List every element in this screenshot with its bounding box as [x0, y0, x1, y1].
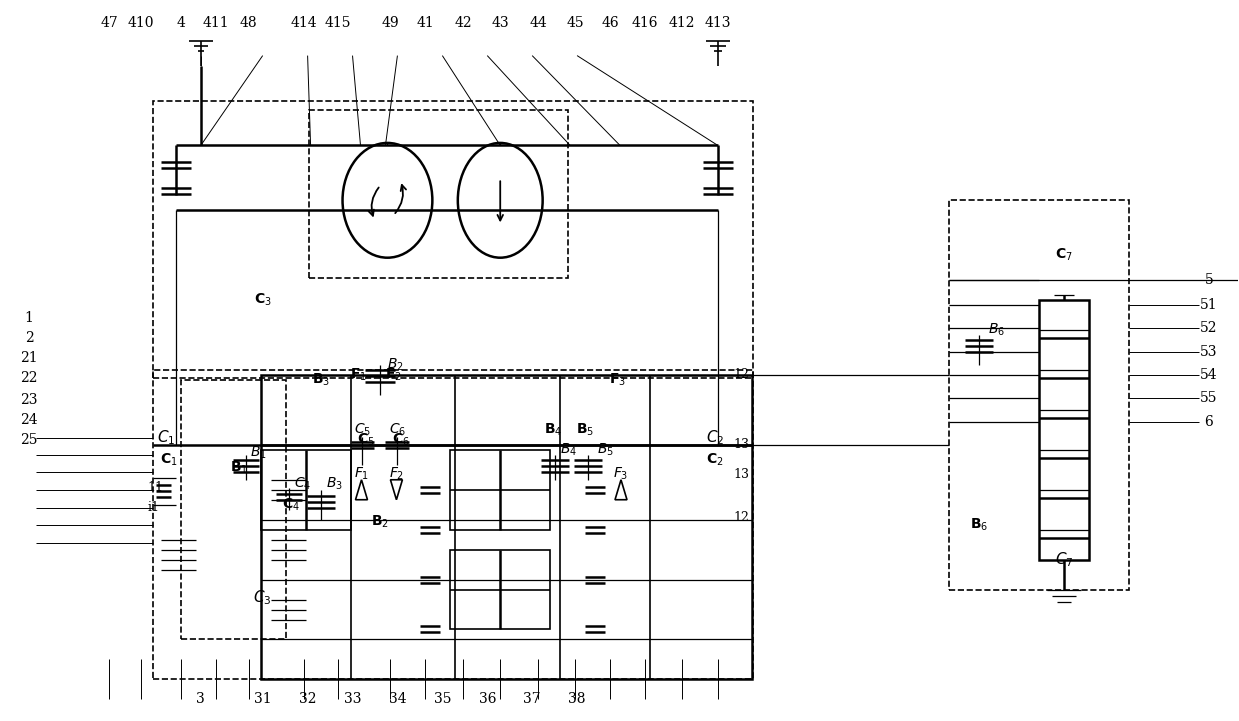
Text: 13: 13 — [733, 468, 750, 482]
Text: 43: 43 — [492, 16, 509, 30]
Text: 38: 38 — [569, 692, 586, 707]
Text: $B_5$: $B_5$ — [596, 442, 613, 458]
Text: 411: 411 — [202, 16, 229, 30]
Text: $B_3$: $B_3$ — [326, 476, 343, 492]
Text: 32: 32 — [299, 692, 316, 707]
Text: $\mathbf{B}_{6}$: $\mathbf{B}_{6}$ — [970, 516, 989, 533]
Text: 45: 45 — [566, 16, 584, 30]
Text: $C_5$: $C_5$ — [354, 422, 370, 438]
Text: 410: 410 — [128, 16, 154, 30]
Text: 22: 22 — [20, 371, 38, 385]
Text: 25: 25 — [20, 433, 38, 447]
Text: $B_4$: $B_4$ — [560, 442, 576, 458]
Text: $\mathbf{F}_{2}$: $\mathbf{F}_{2}$ — [385, 367, 401, 383]
Text: $C_6$: $C_6$ — [389, 422, 406, 438]
Text: 12: 12 — [733, 511, 750, 524]
Text: 44: 44 — [529, 16, 548, 30]
Text: $\mathbf{C}_{6}$: $\mathbf{C}_{6}$ — [392, 432, 409, 448]
Text: 2: 2 — [25, 331, 33, 345]
Text: 52: 52 — [1201, 321, 1218, 335]
Text: 54: 54 — [1201, 368, 1218, 382]
Text: $\mathbf{B}_{5}$: $\mathbf{B}_{5}$ — [576, 422, 595, 438]
Text: $B_6$: $B_6$ — [987, 322, 1005, 338]
Text: $\mathbf{C}_{2}$: $\mathbf{C}_{2}$ — [706, 451, 724, 468]
Text: 12: 12 — [733, 368, 750, 381]
Text: $\mathbf{F}_{3}$: $\mathbf{F}_{3}$ — [608, 372, 626, 388]
Text: $\mathbf{B}_{2}$: $\mathbf{B}_{2}$ — [372, 513, 389, 530]
Text: 53: 53 — [1201, 345, 1218, 359]
Text: $B_1$: $B_1$ — [250, 445, 268, 461]
Bar — [309, 110, 569, 278]
Text: 51: 51 — [1201, 298, 1218, 312]
Text: 412: 412 — [669, 16, 695, 30]
Text: 4: 4 — [176, 16, 186, 30]
Text: 414: 414 — [290, 16, 317, 30]
Text: $C_2$: $C_2$ — [706, 428, 724, 447]
Text: 36: 36 — [478, 692, 496, 707]
Bar — [260, 375, 752, 679]
Text: 5: 5 — [1204, 273, 1213, 287]
Text: 49: 49 — [382, 16, 399, 30]
Text: $F_3$: $F_3$ — [613, 466, 628, 482]
Text: $F_1$: $F_1$ — [354, 466, 369, 482]
Text: $C_7$: $C_7$ — [1054, 550, 1073, 569]
Text: 48: 48 — [240, 16, 258, 30]
Text: $C_4$: $C_4$ — [294, 476, 311, 492]
Text: 413: 413 — [705, 16, 731, 30]
Text: $\mathbf{B}_{4}$: $\mathbf{B}_{4}$ — [544, 422, 563, 438]
Text: 34: 34 — [389, 692, 406, 707]
Bar — [1040, 300, 1089, 559]
Bar — [260, 450, 351, 530]
Text: $\mathbf{B}_{3}$: $\mathbf{B}_{3}$ — [311, 372, 330, 388]
Text: 37: 37 — [523, 692, 541, 707]
Text: 46: 46 — [601, 16, 618, 30]
Text: $\mathbf{C}_{5}$: $\mathbf{C}_{5}$ — [357, 432, 374, 448]
Bar — [152, 370, 753, 679]
Text: $\mathbf{F}_{1}$: $\mathbf{F}_{1}$ — [351, 367, 367, 383]
Text: $C_1$: $C_1$ — [156, 428, 175, 447]
Text: $\mathbf{C}_{4}$: $\mathbf{C}_{4}$ — [281, 497, 300, 513]
Text: 3: 3 — [197, 692, 206, 707]
Text: 47: 47 — [100, 16, 118, 30]
Bar — [450, 549, 550, 629]
Text: $\mathbf{B}_{1}$: $\mathbf{B}_{1}$ — [229, 459, 248, 476]
Text: 24: 24 — [20, 413, 38, 427]
Text: 41: 41 — [416, 16, 434, 30]
Text: i1: i1 — [147, 501, 160, 514]
Text: $\mathbf{C}_{1}$: $\mathbf{C}_{1}$ — [160, 451, 177, 468]
Text: $\mathbf{C}_{3}$: $\mathbf{C}_{3}$ — [254, 292, 271, 309]
Text: 21: 21 — [20, 351, 38, 365]
Text: 42: 42 — [455, 16, 472, 30]
Bar — [450, 450, 550, 530]
Text: 55: 55 — [1201, 391, 1218, 405]
Text: 33: 33 — [343, 692, 362, 707]
Text: 31: 31 — [254, 692, 271, 707]
Text: 11: 11 — [147, 481, 164, 495]
Text: 6: 6 — [1204, 415, 1213, 429]
Text: $\mathbf{C}_{7}$: $\mathbf{C}_{7}$ — [1056, 247, 1073, 263]
Text: 415: 415 — [325, 16, 351, 30]
Text: $C_3$: $C_3$ — [254, 588, 271, 607]
Bar — [949, 200, 1129, 590]
Text: $B_2$: $B_2$ — [387, 357, 404, 373]
Text: 35: 35 — [434, 692, 451, 707]
Text: 416: 416 — [632, 16, 658, 30]
Bar — [152, 100, 753, 378]
Text: $F_2$: $F_2$ — [389, 466, 404, 482]
Bar — [181, 380, 286, 640]
Text: 1: 1 — [25, 311, 33, 325]
Text: 23: 23 — [20, 393, 38, 407]
Text: 13: 13 — [733, 438, 750, 451]
